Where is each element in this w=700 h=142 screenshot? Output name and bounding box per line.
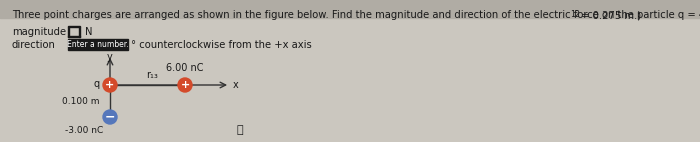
Text: x: x (233, 80, 239, 90)
Text: magnitude: magnitude (12, 27, 66, 37)
Circle shape (103, 110, 117, 124)
Text: = 0.275 m.): = 0.275 m.) (578, 10, 641, 20)
Bar (79, 27, 80, 37)
Text: ⓘ: ⓘ (237, 125, 244, 135)
Bar (68, 27, 69, 37)
Text: N: N (85, 27, 92, 37)
Bar (0, 0, 700, 18)
Text: −: − (105, 110, 116, 124)
Text: Enter a number.: Enter a number. (67, 40, 129, 49)
Text: q: q (94, 79, 100, 89)
Text: -3.00 nC: -3.00 nC (64, 126, 103, 135)
Text: direction: direction (12, 40, 56, 50)
Circle shape (103, 78, 117, 92)
Bar (68, 36, 80, 37)
Text: y: y (107, 52, 113, 62)
Text: +: + (106, 80, 115, 90)
Text: ° counterclockwise from the +x axis: ° counterclockwise from the +x axis (131, 40, 312, 50)
Text: Three point charges are arranged as shown in the figure below. Find the magnitud: Three point charges are arranged as show… (12, 10, 700, 20)
Bar (68, 39, 128, 50)
Text: 6.00 nC: 6.00 nC (167, 63, 204, 73)
Text: r₁₃: r₁₃ (146, 70, 158, 80)
Text: 12: 12 (570, 10, 580, 19)
Circle shape (178, 78, 192, 92)
Text: 0.100 m: 0.100 m (62, 97, 100, 106)
Text: +: + (181, 80, 190, 90)
Bar (68, 26, 80, 27)
